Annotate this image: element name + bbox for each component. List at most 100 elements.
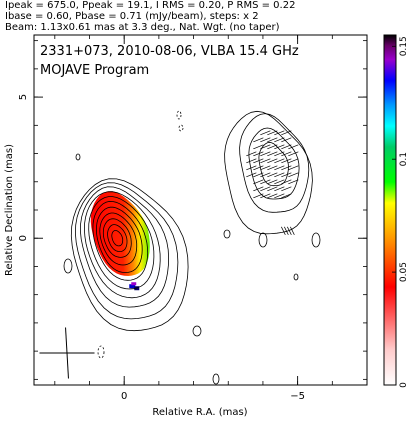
noise-contour: [63, 258, 73, 274]
evpa-vector: [274, 165, 285, 171]
evpa-vector: [253, 144, 264, 150]
evpa-vector: [288, 172, 299, 178]
polarization-pixel: [129, 284, 136, 289]
evpa-vector: [281, 226, 286, 235]
evpa-vector: [288, 151, 299, 157]
evpa-vector: [281, 151, 292, 157]
noise-contour: [176, 110, 182, 120]
header-stats-line: Ipeak = 675.0, Ppeak = 19.1, I RMS = 0.2…: [5, 0, 296, 11]
evpa-vector: [260, 130, 271, 136]
evpa-vector: [246, 165, 257, 171]
header-beam-line: Beam: 1.13x0.61 mas at 3.3 deg., Nat. Wg…: [5, 22, 280, 33]
axes: 0 −5 0 5: [18, 35, 368, 402]
evpa-vector: [246, 172, 257, 178]
evpa-vector: [288, 158, 299, 164]
evpa-vector: [274, 137, 285, 143]
noise-contour: [178, 124, 184, 132]
evpa-vector: [246, 151, 257, 157]
evpa-vector: [274, 151, 285, 157]
core-contour: [88, 196, 155, 290]
evpa-vector: [267, 165, 278, 171]
colorbar-tick-label: 0.15: [399, 36, 409, 56]
evpa-vector: [281, 158, 292, 164]
evpa-vector: [281, 144, 292, 150]
evpa-vector: [274, 179, 285, 185]
evpa-vector: [260, 193, 271, 199]
noise-contour: [311, 232, 321, 248]
evpa-vector: [274, 144, 285, 150]
evpa-vector: [267, 144, 278, 150]
evpa-vector: [267, 179, 278, 185]
jet-contour: [248, 127, 300, 200]
evpa-vector: [281, 186, 292, 192]
core-contour: [92, 200, 149, 281]
x-tick-label: 0: [121, 391, 127, 402]
evpa-vector: [260, 144, 271, 150]
colorbar-ticks: 0 0.05 0.1 0.15: [392, 36, 409, 388]
jet-contour: [258, 141, 289, 187]
noise-contour: [75, 153, 81, 161]
chart-subtitle: MOJAVE Program: [40, 63, 149, 78]
noise-contour: [293, 273, 299, 281]
colorbar-tick-label: 0.05: [399, 262, 409, 282]
evpa-vector: [274, 158, 285, 164]
colorbar-tick-label: 0.1: [399, 152, 409, 166]
chart-title: 2331+073, 2010-08-06, VLBA 15.4 GHz: [40, 44, 299, 59]
y-tick-label: 0: [18, 235, 29, 241]
jet-contour: [224, 110, 313, 235]
evpa-vector: [246, 158, 257, 164]
evpa-vector: [260, 151, 271, 157]
y-axis-label: Relative Declination (mas): [4, 144, 15, 276]
evpa-vector: [274, 130, 285, 136]
evpa-vector: [287, 226, 292, 235]
core-contour: [107, 224, 128, 253]
evpa-vector: [253, 193, 264, 199]
evpa-vector: [253, 186, 264, 192]
evpa-vector: [260, 186, 271, 192]
evpa-vector: [253, 137, 264, 143]
polarization-pixel: [131, 282, 137, 286]
noise-contour: [212, 373, 220, 385]
core-contour: [83, 191, 161, 299]
noise-contour: [192, 325, 202, 337]
jet-contour: [239, 113, 310, 213]
evpa-vector: [281, 137, 292, 143]
evpa-vector: [267, 158, 278, 164]
x-tick-label: −5: [290, 391, 305, 402]
core-contour: [79, 186, 170, 308]
x-axis-label: Relative R.A. (mas): [152, 407, 247, 418]
core-contour: [102, 218, 132, 258]
noise-contour: [97, 345, 105, 359]
evpa-vector: [253, 151, 264, 157]
core-contour: [95, 206, 143, 274]
core-contour: [70, 178, 189, 332]
evpa-vector: [267, 193, 278, 199]
evpa-vector: [260, 158, 271, 164]
evpa-vector: [253, 179, 264, 185]
header-base-line: Ibase = 0.60, Pbase = 0.71 (mJy/beam), s…: [5, 11, 259, 22]
evpa-vector: [260, 172, 271, 178]
evpa-vector: [260, 137, 271, 143]
evpa-vector: [267, 151, 278, 157]
evpa-vector: [281, 179, 292, 185]
evpa-vector: [274, 193, 285, 199]
evpa-vector: [267, 186, 278, 192]
evpa-vector: [267, 172, 278, 178]
evpa-vector: [281, 165, 292, 171]
y-tick-label: 5: [18, 94, 29, 100]
evpa-vector: [288, 179, 299, 185]
evpa-vector: [260, 179, 271, 185]
evpa-vector: [274, 172, 285, 178]
evpa-vector: [288, 165, 299, 171]
core-contour: [111, 230, 124, 247]
evpa-vector: [260, 165, 271, 171]
evpa-vector: [288, 144, 299, 150]
core-contour: [99, 212, 138, 266]
evpa-vector: [274, 186, 285, 192]
evpa-vector: [284, 226, 289, 235]
evpa-vector: [267, 137, 278, 143]
colorbar-tick-label: 0: [399, 382, 409, 388]
evpa-vector: [253, 172, 264, 178]
noise-contour: [223, 229, 231, 239]
